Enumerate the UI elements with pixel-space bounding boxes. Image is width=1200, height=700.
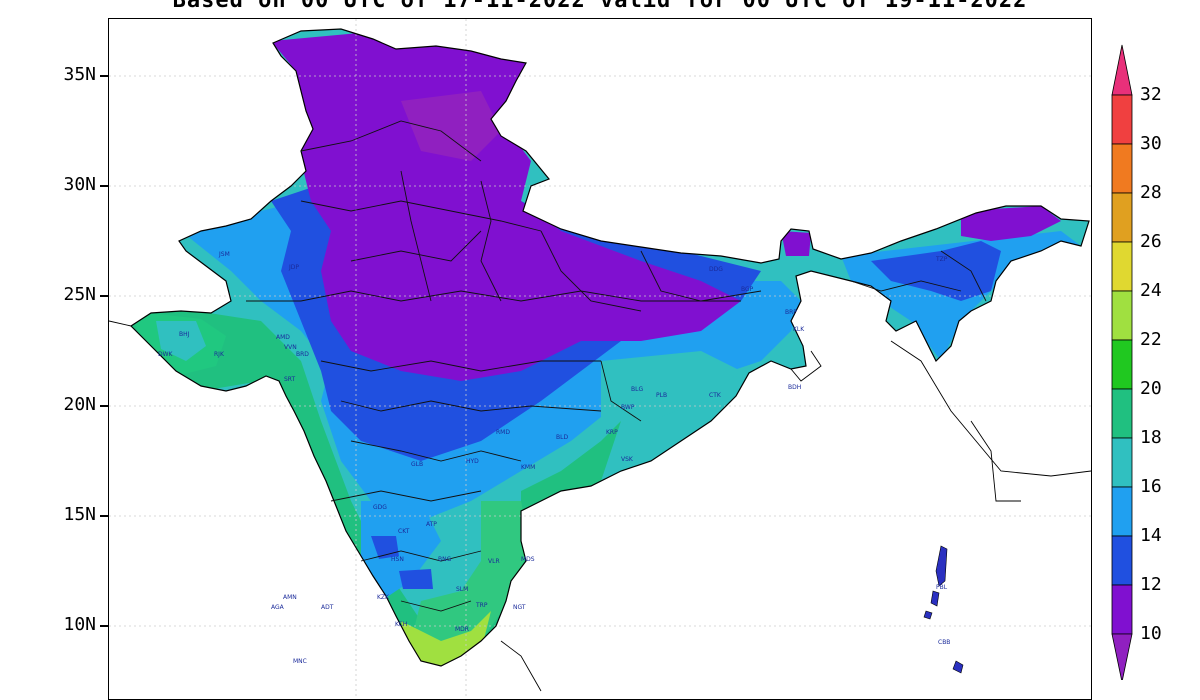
colorbar-box [1111,94,1133,145]
station-label: ADT [321,604,334,611]
station-label: BDH [788,384,801,391]
state-boundaries [246,120,987,612]
colorbar-box [1111,437,1133,488]
station-label: AGA [271,604,285,611]
lat-label-35n: 35N [63,64,96,85]
colorbar-label: 18 [1140,427,1162,448]
lat-label-25n: 25N [63,284,96,305]
station-label: BRP [785,309,797,316]
andaman-islands [923,545,964,674]
lat-tick [100,405,108,407]
station-label: TZP [935,256,948,263]
colorbar-box [1111,143,1133,194]
colorbar-box [1111,535,1133,586]
lat-label-15n: 15N [63,504,96,525]
contour-fill-layer [131,29,1089,666]
station-label: BLG [631,386,643,393]
colorbar-box [1111,388,1133,439]
station-label: BRD [296,351,309,358]
station-label: AMN [283,594,297,601]
station-label: JSM [218,251,230,258]
colorbar-label: 14 [1140,525,1162,546]
station-label: KCH [395,621,407,628]
colorbar-label: 24 [1140,280,1162,301]
colorbar-bottom-arrow [1111,633,1133,680]
colorbar-label: 28 [1140,182,1162,203]
colorbar-box [1111,339,1133,390]
station-label: DDG [709,266,723,273]
colorbar-label: 16 [1140,476,1162,497]
colorbar-label: 32 [1140,84,1162,105]
station-label: BHJ [179,331,190,338]
station-label: MDS [521,556,535,563]
colorbar-label: 20 [1140,378,1162,399]
station-label: ATP [426,521,437,528]
colorbar-box [1111,241,1133,292]
map-title: Based on 00 UTC of 17-11-2022 valid for … [172,0,1028,13]
station-label: RJK [214,351,225,358]
lat-tick [100,625,108,627]
station-label: CTK [709,392,722,399]
station-label: PBL [936,584,948,591]
colorbar-label: 26 [1140,231,1162,252]
colorbar-box [1111,584,1133,635]
lat-label-20n: 20N [63,394,96,415]
colorbar-box [1111,290,1133,341]
station-label: MDR [455,626,469,633]
station-label: HSN [391,556,404,563]
station-label: DWK [158,351,174,358]
station-label: AMD [276,334,290,341]
station-label: KLK [793,326,805,333]
station-label: SLM [456,586,468,593]
station-label: CBB [938,639,950,646]
station-label: GLB [411,461,423,468]
station-label: NGT [513,604,526,611]
station-label: VSK [621,456,634,463]
station-label: BLD [556,434,568,441]
lat-tick [100,515,108,517]
station-label: BWP [621,404,635,411]
lat-tick [100,75,108,77]
station-label: KZK [377,594,390,601]
station-label: CKT [398,528,410,535]
lat-tick [100,185,108,187]
colorbar-label: 30 [1140,133,1162,154]
colorbar-boxes [1111,44,1133,680]
station-label: MNC [293,658,307,665]
colorbar-label: 22 [1140,329,1162,350]
station-label: TRP [475,602,488,609]
colorbar-box [1111,192,1133,243]
station-label: PLB [656,392,667,399]
station-label: GDG [373,504,387,511]
station-label: BGP [741,286,754,293]
colorbar-top-arrow [1111,44,1133,96]
station-label: HYD [466,458,479,465]
station-label: KRP [606,429,618,436]
station-label: KMM [521,464,535,471]
station-label: JDP [288,264,299,271]
station-label: VLR [488,558,500,565]
station-label: VVN [284,344,297,351]
station-label: BNG [438,556,452,563]
colorbar-box [1111,486,1133,537]
lat-label-30n: 30N [63,174,96,195]
graticule [109,19,1091,699]
lat-label-10n: 10N [63,614,96,635]
station-label: RMD [496,429,510,436]
station-label: SRT [284,376,296,383]
lat-tick [100,295,108,297]
colorbar-label: 12 [1140,574,1162,595]
map-panel: JSM JDP BHJ RJK DWK AMD VVN BRD SRT DDG BGP BRP KLK B… [108,18,1092,700]
colorbar-label: 10 [1140,623,1162,644]
colorbar [1111,44,1133,680]
